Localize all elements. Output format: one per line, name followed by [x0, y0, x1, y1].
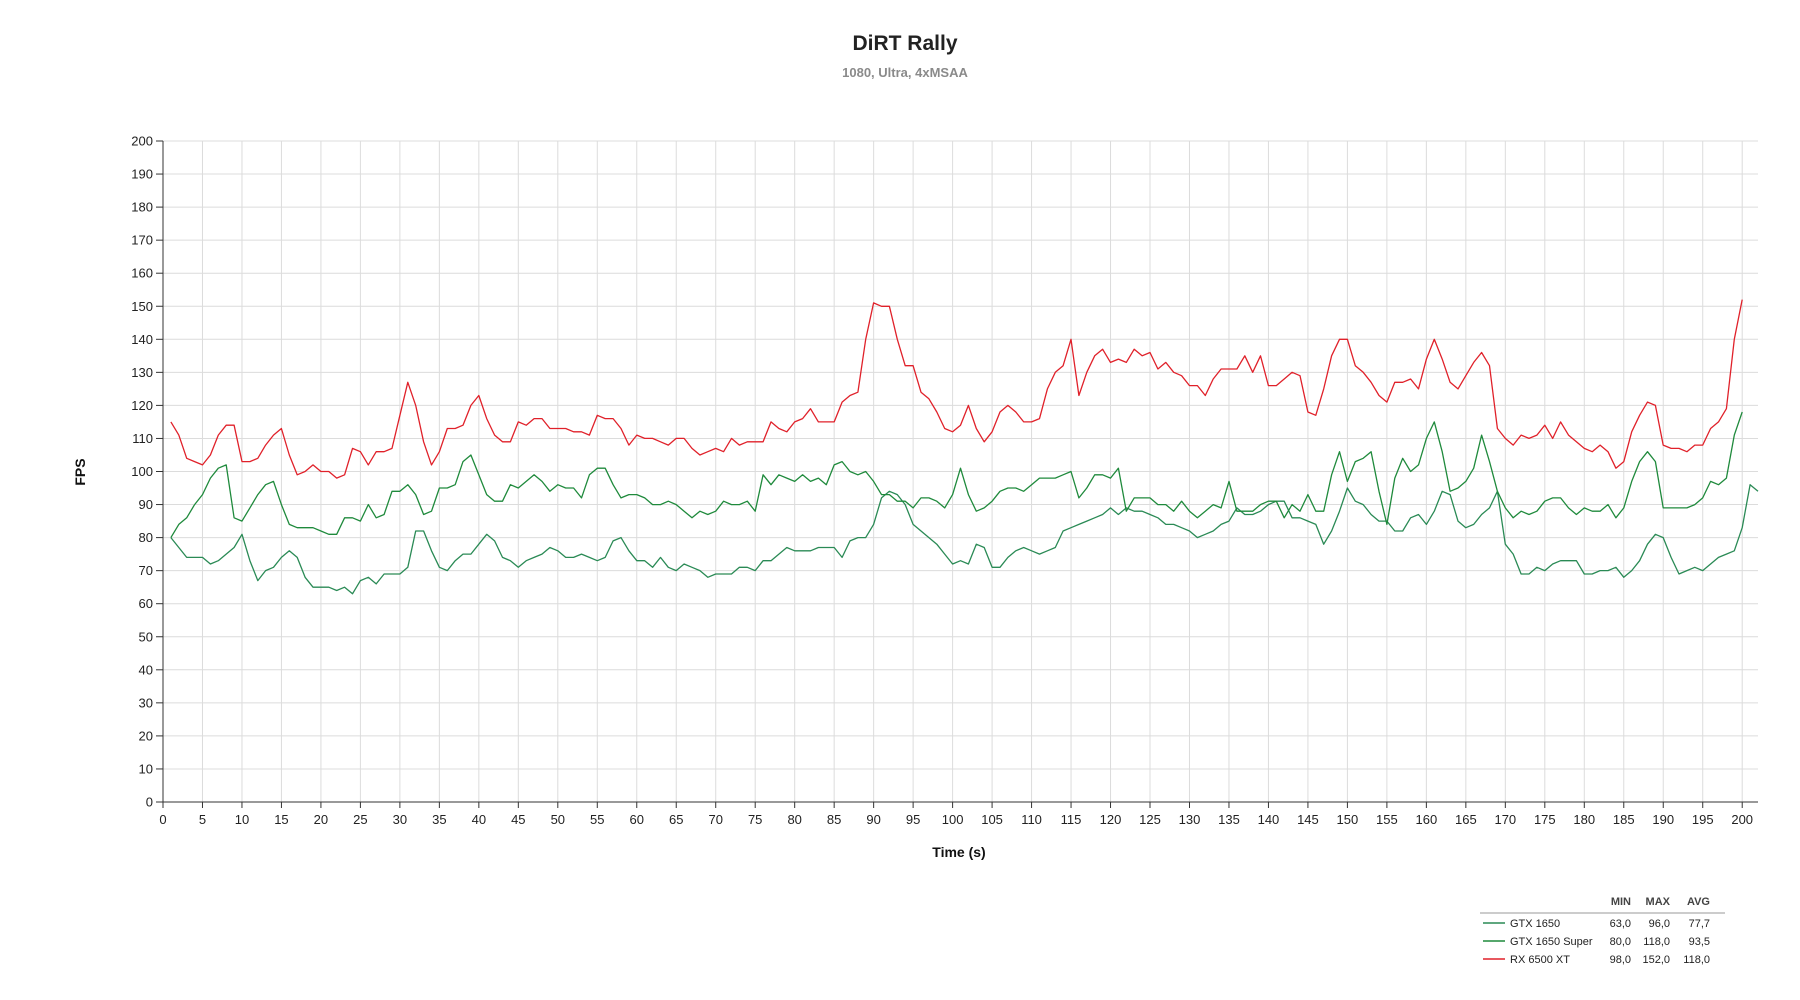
legend-stat: 80,0: [1610, 936, 1631, 948]
y-tick-label: 70: [139, 563, 153, 578]
x-tick-label: 20: [314, 812, 328, 827]
legend-stat: 152,0: [1642, 954, 1670, 966]
x-tick-label: 185: [1613, 812, 1635, 827]
y-tick-label: 110: [132, 431, 153, 446]
y-tick-label: 50: [139, 629, 153, 644]
y-tick-label: 10: [139, 761, 153, 776]
x-tick-label: 105: [981, 812, 1003, 827]
x-tick-label: 170: [1494, 812, 1516, 827]
x-tick-label: 150: [1337, 812, 1359, 827]
y-tick-label: 30: [139, 695, 153, 710]
y-tick-label: 120: [131, 398, 153, 413]
x-tick-label: 85: [827, 812, 841, 827]
series-line-2: [170, 411, 1743, 538]
legend-header: AVG: [1687, 896, 1710, 908]
x-tick-label: 140: [1258, 812, 1280, 827]
y-tick-label: 180: [131, 200, 153, 215]
x-tick-label: 130: [1179, 812, 1201, 827]
x-tick-label: 55: [590, 812, 604, 827]
legend-stat: 96,0: [1649, 918, 1670, 930]
legend-stat: 77,7: [1689, 918, 1710, 930]
y-tick-label: 80: [139, 530, 153, 545]
x-axis-label: Time (s): [932, 844, 985, 860]
y-tick-label: 90: [139, 497, 153, 512]
x-tick-label: 160: [1416, 812, 1438, 827]
legend-header: MAX: [1646, 896, 1671, 908]
x-tick-label: 125: [1139, 812, 1161, 827]
x-tick-label: 190: [1652, 812, 1674, 827]
y-tick-label: 40: [139, 662, 153, 677]
x-tick-label: 145: [1297, 812, 1319, 827]
chart-title: DiRT Rally: [852, 32, 957, 55]
legend-series-name: GTX 1650 Super: [1510, 936, 1593, 948]
y-tick-label: 100: [131, 464, 153, 479]
legend-stat: 63,0: [1610, 918, 1631, 930]
y-tick-label: 200: [131, 134, 153, 149]
legend-stat: 118,0: [1683, 954, 1710, 966]
x-tick-label: 90: [866, 812, 880, 827]
y-tick-label: 60: [139, 596, 153, 611]
x-tick-label: 15: [274, 812, 288, 827]
x-tick-label: 5: [199, 812, 206, 827]
series-line-1: [170, 484, 1759, 595]
y-tick-label: 0: [146, 795, 153, 810]
legend-stat: 98,0: [1610, 954, 1631, 966]
x-tick-label: 40: [472, 812, 486, 827]
y-tick-label: 140: [131, 332, 153, 347]
x-tick-label: 30: [393, 812, 407, 827]
y-tick-label: 160: [131, 266, 153, 281]
x-tick-label: 75: [748, 812, 762, 827]
y-tick-label: 20: [139, 728, 153, 743]
x-tick-label: 195: [1692, 812, 1714, 827]
x-tick-label: 100: [942, 812, 964, 827]
x-tick-label: 60: [630, 812, 644, 827]
x-tick-label: 120: [1100, 812, 1122, 827]
x-tick-label: 80: [787, 812, 801, 827]
y-tick-label: 170: [131, 233, 153, 248]
legend-series-name: RX 6500 XT: [1510, 954, 1570, 966]
x-tick-label: 155: [1376, 812, 1398, 827]
x-tick-label: 25: [353, 812, 367, 827]
x-tick-label: 110: [1021, 812, 1042, 827]
legend-series-name: GTX 1650: [1510, 918, 1560, 930]
series-line-3: [170, 299, 1743, 479]
x-tick-label: 200: [1731, 812, 1753, 827]
y-tick-label: 130: [131, 365, 153, 380]
legend: MIN MAX AVG GTX 1650 63,0 96,0 77,7 GTX 1650 Su…: [1480, 896, 1725, 966]
y-axis-label: FPS: [72, 458, 88, 485]
y-tick-label: 150: [131, 299, 153, 314]
legend-header: MIN: [1611, 896, 1631, 908]
x-tick-label: 10: [235, 812, 249, 827]
x-tick-label: 165: [1455, 812, 1477, 827]
x-tick-label: 0: [159, 812, 166, 827]
x-tick-label: 70: [708, 812, 722, 827]
x-tick-label: 65: [669, 812, 683, 827]
x-tick-label: 45: [511, 812, 525, 827]
x-tick-label: 35: [432, 812, 446, 827]
chart-subtitle: 1080, Ultra, 4xMSAA: [842, 65, 968, 80]
x-tick-label: 180: [1573, 812, 1595, 827]
grid: [162, 140, 1758, 803]
axes: 0102030405060708090100110120130140150160…: [131, 134, 1758, 827]
legend-stat: 93,5: [1689, 936, 1710, 948]
x-tick-label: 95: [906, 812, 920, 827]
series-lines: [170, 299, 1759, 595]
legend-stat: 118,0: [1643, 936, 1670, 948]
x-tick-label: 135: [1218, 812, 1240, 827]
x-tick-label: 50: [551, 812, 565, 827]
x-tick-label: 175: [1534, 812, 1556, 827]
y-tick-label: 190: [131, 167, 153, 182]
x-tick-label: 115: [1061, 812, 1082, 827]
